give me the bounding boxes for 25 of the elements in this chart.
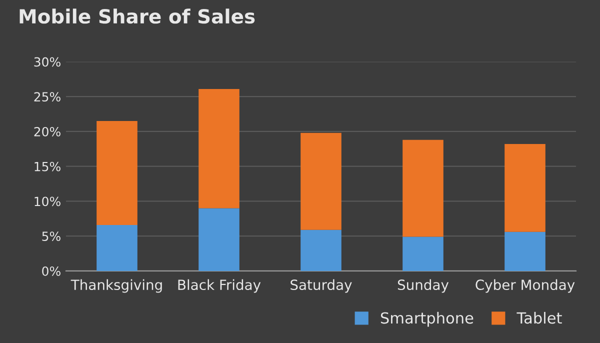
y-tick-label: 5%: [42, 232, 60, 242]
x-tick-label: Thanksgiving: [70, 279, 162, 293]
y-tick-label: 0%: [42, 266, 60, 276]
bar: [402, 236, 444, 271]
legend-label: Smartphone: [380, 312, 474, 327]
bar: [504, 232, 546, 271]
x-tick-label: Saturday: [290, 279, 352, 293]
bar: [504, 144, 546, 232]
y-tick-label: 15%: [34, 162, 60, 172]
bar: [96, 121, 138, 225]
y-tick-label: 20%: [34, 126, 60, 136]
x-tick-label: Sunday: [398, 279, 449, 293]
x-tick-label: Black Friday: [178, 279, 261, 293]
bar: [96, 224, 138, 271]
chart-title: Mobile Share of Sales: [20, 8, 255, 24]
y-tick-label: 10%: [34, 196, 60, 206]
bar: [198, 88, 240, 208]
bar: [198, 208, 240, 271]
bar: [402, 140, 444, 237]
y-tick-label: 25%: [34, 92, 60, 102]
y-tick-label: 30%: [34, 57, 60, 67]
legend-label: Tablet: [516, 312, 562, 324]
bar: [300, 132, 342, 230]
x-tick-label: Cyber Monday: [476, 279, 575, 293]
bar: [300, 230, 342, 271]
